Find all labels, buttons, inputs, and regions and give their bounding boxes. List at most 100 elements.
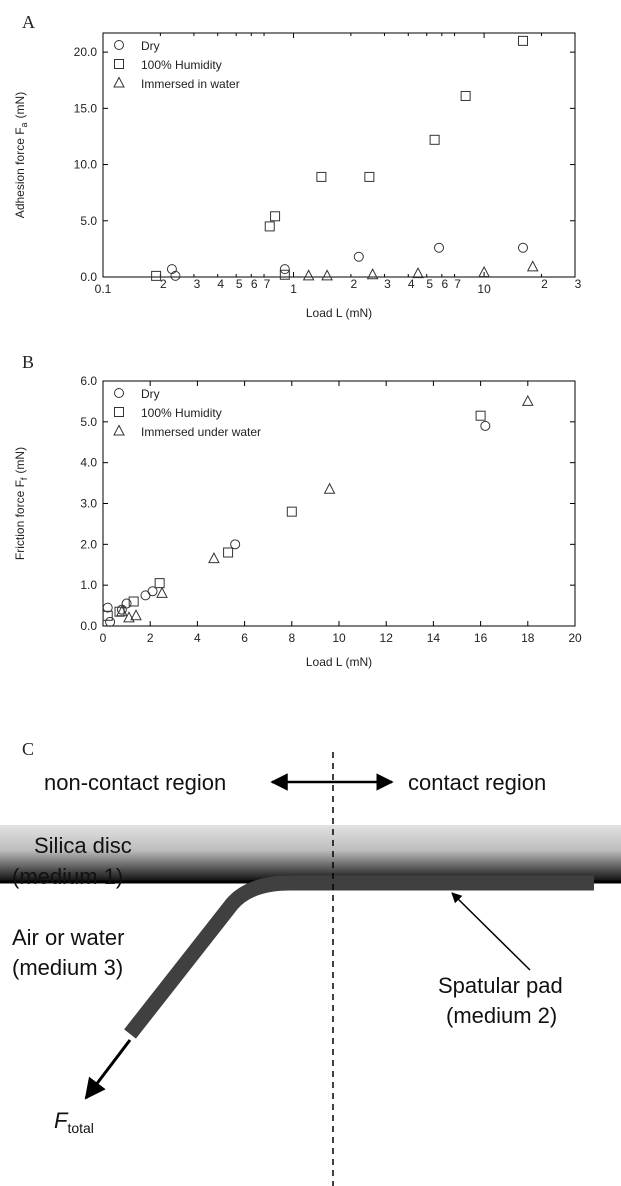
x-tick-label: 7 [454,277,461,291]
x-tick-label: 2 [351,277,358,291]
silica-disc [0,825,621,881]
y-tick-label: 20.0 [74,45,98,59]
marker-circle [121,598,132,609]
marker-square [151,270,162,281]
y-label-text: Adhesion force F [13,127,27,218]
marker-square [154,578,165,589]
pad-label: Spatular pad [438,973,563,998]
marker-triangle [208,552,220,564]
marker-triangle [478,265,490,278]
marker-triangle [116,605,128,617]
x-tick-label: 2 [541,277,548,291]
x-tick-label: 6 [441,277,448,291]
x-tick-label: 8 [288,631,295,645]
marker-circle [102,602,113,613]
x-tick-label: 5 [426,277,433,291]
plot-frame [102,32,576,278]
x-tick-label: 14 [427,631,441,645]
x-tick-label: 7 [264,277,271,291]
marker-square [429,134,440,145]
x-tick-label: 6 [241,631,248,645]
x-tick-label: 4 [408,277,415,291]
marker-triangle [323,482,336,494]
x-tick-label: 4 [217,277,224,291]
legend-label: 100% Humidity [141,58,222,72]
y-label-unit: (mN) [13,92,27,119]
panel-label: C [22,739,34,759]
marker-circle [147,586,158,597]
panel-label: A [22,12,35,32]
marker-triangle [321,269,333,281]
marker-circle [170,270,181,281]
marker-circle [114,388,124,398]
x-tick-label: 1 [290,282,297,296]
y-tick-label: 5.0 [80,415,97,429]
legend-label: Immersed in water [141,77,240,91]
marker-triangle [113,424,125,436]
marker-triangle [113,76,125,88]
medium-label: Air or water [12,925,124,950]
marker-triangle [521,394,534,406]
y-tick-label: 1.0 [80,578,97,592]
x-tick-label: 3 [384,277,391,291]
force-arrow [84,1039,132,1100]
legend-label: 100% Humidity [141,406,222,420]
marker-square [114,59,124,69]
marker-triangle [156,586,168,598]
force-label: Ftotal [54,1108,94,1136]
marker-square [517,35,528,46]
x-tick-label: 16 [474,631,488,645]
y-tick-label: 10.0 [74,158,98,172]
marker-square [316,171,327,182]
marker-triangle [123,611,135,623]
x-tick-label: 3 [194,277,201,291]
marker-triangle [302,269,315,281]
y-axis-label: Adhesion force Fa (mN) [13,92,29,218]
region-label: non-contact region [44,770,226,795]
marker-square [114,407,124,417]
x-tick-label: 18 [521,631,535,645]
region-label: contact region [408,770,546,795]
y-label-subscript: a [19,122,29,127]
diagram: C non-contact region contact region Sili… [0,739,621,1186]
marker-square [460,90,471,101]
marker-square [264,221,275,232]
marker-circle [230,539,241,550]
marker-square [223,547,234,558]
marker-triangle [366,268,379,280]
marker-square [279,269,290,280]
marker-triangle [526,260,539,272]
disc-label: (medium 1) [12,864,123,889]
legend-label: Dry [141,387,160,401]
x-tick-label: 10 [477,282,491,296]
force-symbol: F [54,1108,69,1133]
y-tick-label: 3.0 [80,497,97,511]
chart: A0.05.010.015.020.00.1 2 3 4 5 6 7 1 2 3 4 5 6 7 10 2 3L… [13,12,582,320]
marker-circle [353,251,364,262]
medium-label: (medium 3) [12,955,123,980]
y-axis-label: Friction force Ff (mN) [13,447,29,560]
x-axis-label: Load L (mN) [306,306,372,320]
marker-circle [105,616,116,627]
x-tick-label: 5 [236,277,243,291]
legend-label: Immersed under water [141,425,261,439]
x-tick-label: 20 [568,631,582,645]
x-tick-label: 3 [575,277,582,291]
y-tick-label: 6.0 [80,374,97,388]
marker-square [102,610,113,621]
x-tick-label: 0 [100,631,107,645]
marker-circle [166,264,177,275]
chart: B 0.0 1.0 2.0 3.0 4.0 5.0 6.0 0 2 4 6 8 10 12 14 16 18 20 L… [13,352,582,669]
y-tick-label: 0.0 [80,270,97,284]
marker-square [128,596,139,607]
x-tick-label: 4 [194,631,201,645]
force-subscript: total [67,1120,93,1136]
marker-triangle [130,609,142,621]
x-tick-label: 0.1 [95,282,112,296]
x-tick-label: 2 [147,631,154,645]
spatular-pad [124,875,594,1039]
y-label-text: Friction force F [13,480,27,560]
y-tick-label: 0.0 [80,619,97,633]
pointer-arrow [451,892,531,971]
y-label-unit: (mN) [13,447,27,474]
